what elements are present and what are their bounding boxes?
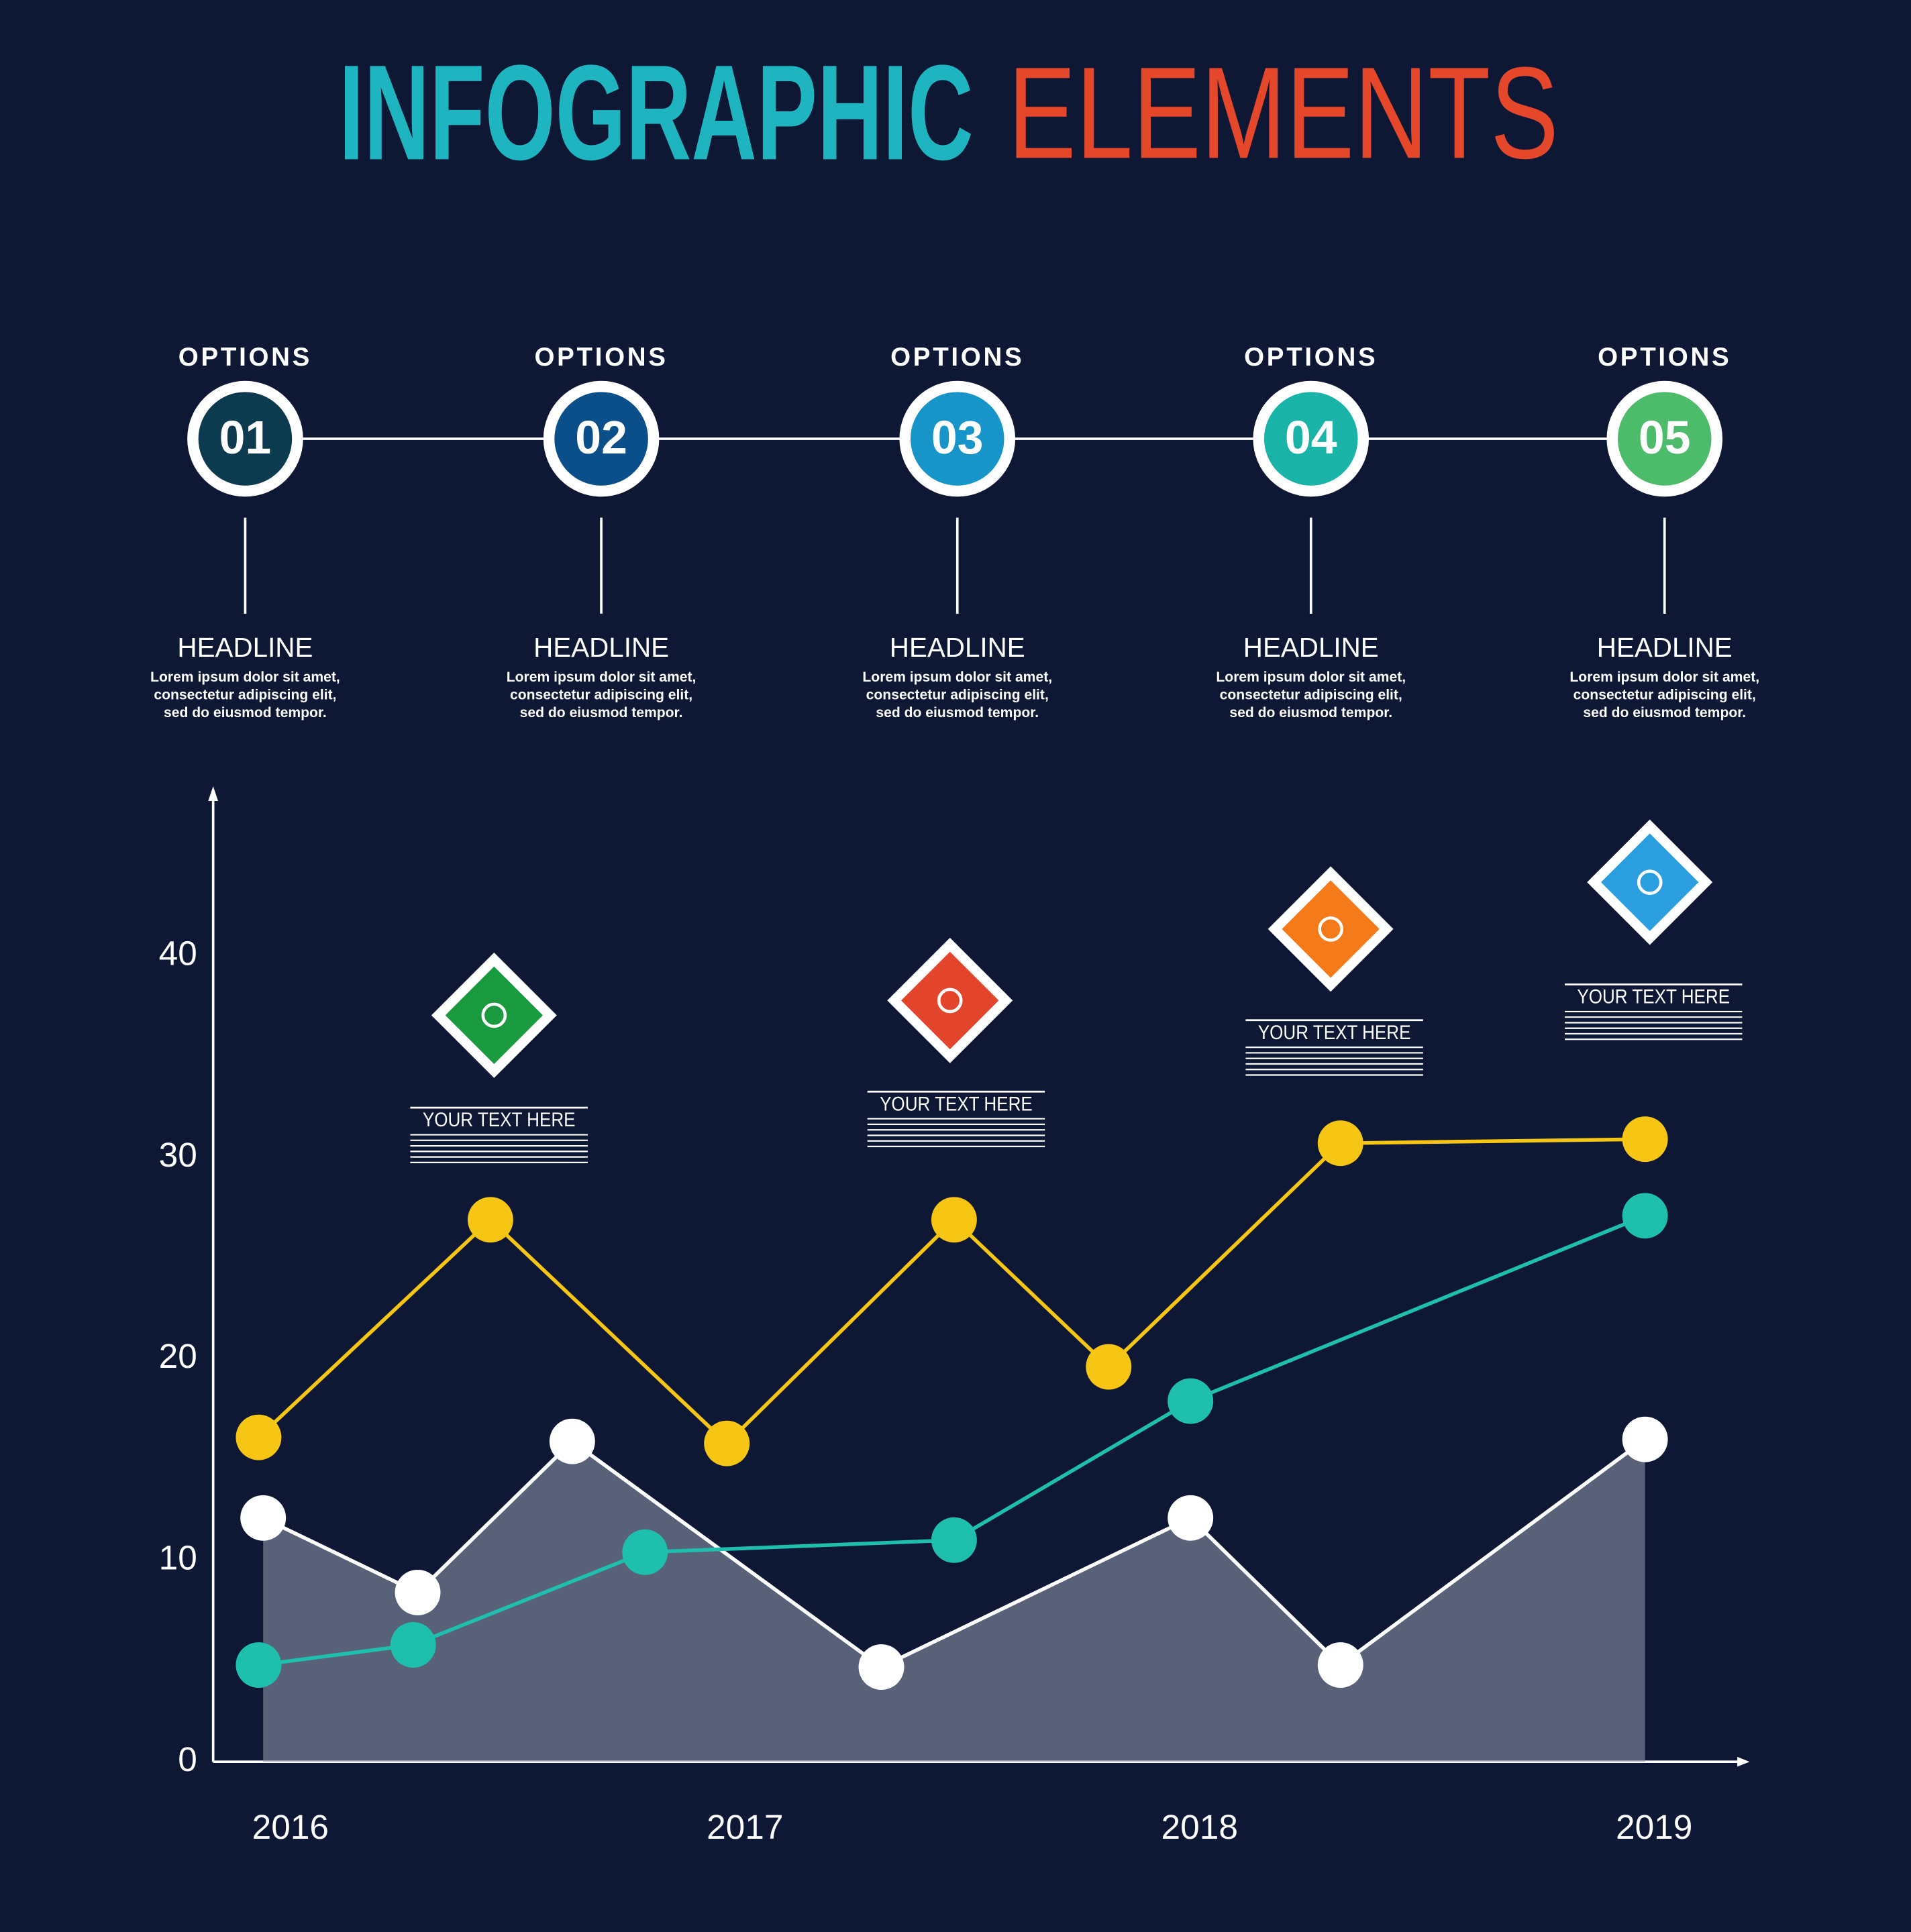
option-circle xyxy=(1263,392,1358,486)
option-number: 04 xyxy=(1285,411,1337,464)
option-number: 01 xyxy=(219,411,272,464)
option-body: Lorem ipsum dolor sit amet, xyxy=(1569,669,1759,685)
x-axis-arrow xyxy=(1737,1756,1750,1767)
data-point xyxy=(1622,1193,1668,1239)
data-point xyxy=(1168,1495,1214,1541)
option-body: consectetur adipiscing elit, xyxy=(510,688,692,703)
option-body: sed do eiusmod tempor. xyxy=(164,705,327,720)
annotation: YOUR TEXT HERE xyxy=(1258,1022,1411,1044)
option-body: consectetur adipiscing elit, xyxy=(1220,688,1402,703)
data-point xyxy=(858,1644,905,1690)
y-tick-label: 30 xyxy=(159,1135,197,1174)
icon-glyph xyxy=(1318,916,1343,942)
option-label: OPTIONS xyxy=(534,343,668,372)
x-tick-label: 2018 xyxy=(1161,1807,1238,1846)
x-tick-label: 2016 xyxy=(252,1807,329,1846)
annotation: YOUR TEXT HERE xyxy=(423,1109,576,1131)
option-circle xyxy=(910,392,1004,486)
data-point xyxy=(549,1418,595,1464)
option-headline: HEADLINE xyxy=(533,632,669,663)
area-fill xyxy=(263,1439,1645,1762)
title-first: INFOGRAPHIC xyxy=(339,36,974,188)
option-number: 05 xyxy=(1639,411,1691,464)
series-line xyxy=(258,1214,1646,1667)
data-point xyxy=(931,1197,977,1243)
option-headline: HEADLINE xyxy=(1597,632,1733,663)
y-tick-label: 40 xyxy=(159,933,197,972)
icon-glyph xyxy=(481,1002,507,1028)
icon-tile xyxy=(1282,880,1380,978)
option-body: consectetur adipiscing elit, xyxy=(154,688,336,703)
option-body: sed do eiusmod tempor. xyxy=(1229,705,1392,720)
option-body: Lorem ipsum dolor sit amet, xyxy=(1216,669,1406,685)
option-headline: HEADLINE xyxy=(1243,632,1379,663)
data-point xyxy=(236,1414,282,1460)
data-point xyxy=(1622,1116,1668,1163)
option-circle xyxy=(198,392,293,486)
data-point xyxy=(1622,1416,1668,1462)
y-tick-label: 20 xyxy=(159,1336,197,1375)
option-label: OPTIONS xyxy=(178,343,312,372)
option-label: OPTIONS xyxy=(1244,343,1378,372)
option-circle xyxy=(554,392,648,486)
data-point xyxy=(1317,1120,1363,1167)
option-body: Lorem ipsum dolor sit amet, xyxy=(150,669,340,685)
data-point xyxy=(240,1495,287,1541)
x-tick-label: 2017 xyxy=(707,1807,783,1846)
data-point xyxy=(1317,1642,1363,1688)
option-body: sed do eiusmod tempor. xyxy=(520,705,683,720)
option-number: 03 xyxy=(931,411,984,464)
icon-tile xyxy=(901,951,999,1050)
data-point xyxy=(467,1197,513,1243)
annotation: YOUR TEXT HERE xyxy=(1577,986,1730,1008)
option-body: Lorem ipsum dolor sit amet, xyxy=(507,669,696,685)
y-tick-label: 0 xyxy=(178,1739,197,1778)
option-body: Lorem ipsum dolor sit amet, xyxy=(862,669,1052,685)
data-point xyxy=(1086,1344,1132,1390)
option-body: sed do eiusmod tempor. xyxy=(1583,705,1746,720)
option-body: consectetur adipiscing elit, xyxy=(866,688,1049,703)
data-point xyxy=(622,1529,668,1575)
option-body: sed do eiusmod tempor. xyxy=(876,705,1039,720)
data-point xyxy=(395,1569,441,1615)
data-point xyxy=(931,1517,977,1563)
option-headline: HEADLINE xyxy=(177,632,313,663)
y-tick-label: 10 xyxy=(159,1538,197,1576)
option-headline: HEADLINE xyxy=(890,632,1025,663)
x-tick-label: 2019 xyxy=(1616,1807,1692,1846)
icon-glyph xyxy=(937,987,963,1014)
icon-glyph xyxy=(1637,869,1663,895)
option-label: OPTIONS xyxy=(1598,343,1731,372)
y-axis-arrow xyxy=(208,786,219,801)
data-point xyxy=(704,1420,750,1466)
data-point xyxy=(390,1622,436,1668)
annotation: YOUR TEXT HERE xyxy=(880,1093,1033,1115)
option-label: OPTIONS xyxy=(890,343,1024,372)
option-body: consectetur adipiscing elit, xyxy=(1573,688,1756,703)
data-point xyxy=(236,1642,282,1688)
option-number: 02 xyxy=(575,411,627,464)
option-circle xyxy=(1617,392,1712,486)
data-point xyxy=(1168,1378,1214,1424)
title-second: ELEMENTS xyxy=(1008,40,1559,186)
